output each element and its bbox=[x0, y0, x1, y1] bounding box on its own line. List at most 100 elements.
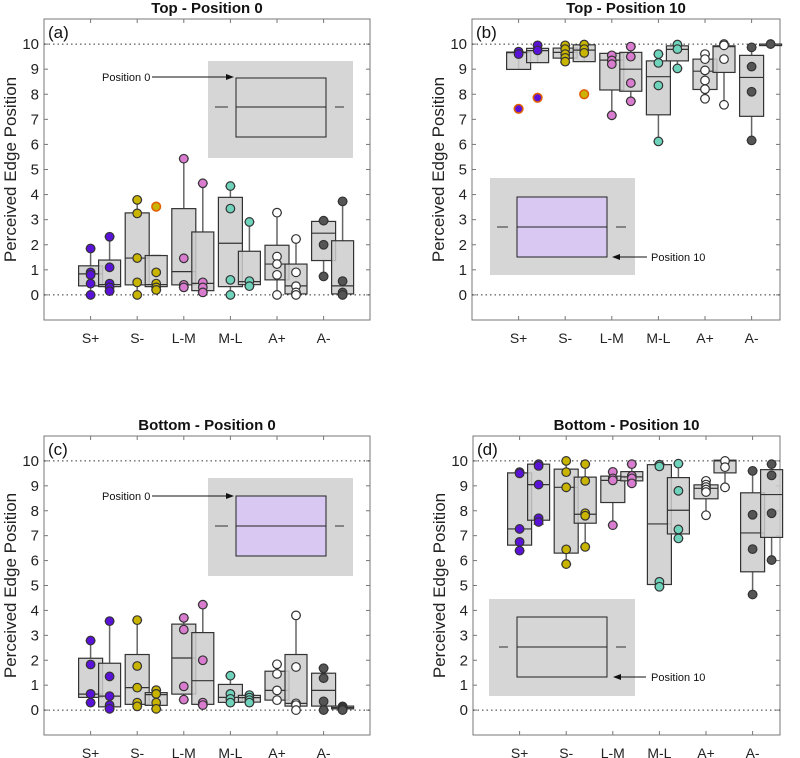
x-tick-label: S+ bbox=[511, 745, 529, 758]
data-point bbox=[318, 239, 329, 250]
data-point bbox=[337, 705, 348, 715]
data-point bbox=[701, 487, 711, 497]
y-tick-label: 5 bbox=[459, 162, 467, 179]
data-point bbox=[719, 99, 729, 110]
data-point bbox=[561, 544, 572, 555]
data-point bbox=[514, 524, 525, 534]
box-A+-right bbox=[713, 456, 737, 493]
data-point bbox=[625, 41, 636, 52]
box-S+-right bbox=[525, 40, 550, 103]
data-point bbox=[673, 458, 684, 469]
box-S--right bbox=[144, 201, 168, 295]
x-tick-label: L-M bbox=[600, 330, 624, 346]
data-point bbox=[747, 589, 758, 600]
data-point bbox=[151, 688, 162, 699]
box-S--right bbox=[144, 685, 168, 714]
y-tick-label: 6 bbox=[31, 553, 39, 570]
y-tick-label: 6 bbox=[459, 136, 467, 153]
panel-a: 0 1 2 3 4 5 6 7 8 9 10 Top - Position 0 Perceived Ed… bbox=[1, 0, 371, 346]
data-point bbox=[337, 290, 348, 300]
data-point bbox=[580, 459, 591, 470]
data-point bbox=[673, 485, 684, 496]
box-M-L-right bbox=[237, 690, 261, 708]
data-point bbox=[580, 475, 591, 486]
y-tick-label: 9 bbox=[31, 478, 39, 495]
box-S+-right bbox=[526, 459, 551, 527]
data-point bbox=[607, 475, 618, 486]
data-point bbox=[700, 54, 710, 65]
outlier-point bbox=[579, 89, 590, 100]
data-point bbox=[104, 262, 115, 273]
data-point bbox=[225, 203, 236, 214]
data-point bbox=[606, 110, 617, 121]
box-M-L-right bbox=[666, 458, 691, 544]
data-point bbox=[272, 269, 282, 280]
data-point bbox=[225, 670, 236, 681]
data-point bbox=[318, 215, 329, 226]
y-tick-label: 3 bbox=[31, 627, 39, 644]
data-point bbox=[719, 54, 729, 65]
inset-label: Position 0 bbox=[102, 491, 150, 503]
y-tick-label: 7 bbox=[459, 111, 467, 128]
box-S+-left bbox=[506, 46, 532, 114]
y-tick-label: 4 bbox=[31, 602, 39, 619]
x-tick-label: A- bbox=[745, 330, 759, 346]
data-point bbox=[673, 533, 684, 544]
x-tick-label: A+ bbox=[268, 745, 286, 758]
chart-title: Top - Position 10 bbox=[566, 0, 686, 17]
box-M-L-right bbox=[237, 217, 261, 292]
x-tick-label: S- bbox=[130, 745, 144, 758]
data-point bbox=[580, 510, 591, 521]
data-point bbox=[653, 136, 664, 147]
outlier-point bbox=[513, 103, 524, 114]
data-point bbox=[225, 697, 236, 708]
box-A+-left bbox=[693, 475, 719, 521]
data-point bbox=[561, 482, 572, 493]
data-point bbox=[513, 49, 524, 60]
x-tick-label: S- bbox=[559, 745, 573, 758]
y-tick-label: 2 bbox=[459, 237, 467, 254]
data-point bbox=[673, 524, 684, 535]
data-point bbox=[672, 44, 683, 54]
x-tick-label: L-M bbox=[172, 330, 196, 346]
data-point bbox=[132, 194, 143, 205]
x-tick-label: M-L bbox=[646, 330, 670, 346]
box-S--left bbox=[553, 456, 579, 569]
data-point bbox=[766, 508, 777, 519]
chart-title: Bottom - Position 10 bbox=[554, 417, 700, 434]
data-point bbox=[766, 555, 777, 565]
inset-label: Position 0 bbox=[102, 72, 150, 84]
box-S+-right bbox=[97, 616, 122, 714]
data-point bbox=[197, 700, 208, 710]
y-tick-label: 3 bbox=[460, 627, 468, 644]
data-point bbox=[244, 697, 255, 708]
data-point bbox=[197, 178, 208, 189]
y-tick-label: 7 bbox=[31, 528, 39, 545]
data-point bbox=[85, 635, 96, 646]
x-tick-label: A+ bbox=[696, 330, 714, 346]
x-tick-label: A+ bbox=[697, 745, 715, 758]
data-point bbox=[178, 612, 189, 623]
y-tick-label: 1 bbox=[31, 262, 39, 279]
box-A+-right bbox=[712, 39, 736, 110]
data-point bbox=[318, 673, 329, 684]
data-point bbox=[85, 290, 96, 300]
box-S--left bbox=[124, 194, 150, 300]
y-tick-label: 10 bbox=[450, 36, 467, 53]
data-point bbox=[197, 655, 208, 666]
data-point bbox=[318, 663, 329, 674]
x-tick-label: A- bbox=[317, 745, 331, 758]
panel-label: (c) bbox=[48, 440, 68, 459]
data-point bbox=[746, 61, 757, 72]
chart-title: Bottom - Position 0 bbox=[138, 417, 276, 434]
data-point bbox=[291, 234, 301, 244]
y-tick-label: 8 bbox=[460, 503, 468, 520]
x-tick-label: S+ bbox=[82, 745, 100, 758]
outlier-point bbox=[151, 201, 162, 212]
box-A+-right bbox=[284, 234, 308, 300]
data-point bbox=[132, 615, 143, 626]
data-point bbox=[653, 49, 664, 60]
data-point bbox=[747, 544, 758, 555]
data-point bbox=[653, 80, 664, 91]
data-point bbox=[337, 196, 348, 207]
